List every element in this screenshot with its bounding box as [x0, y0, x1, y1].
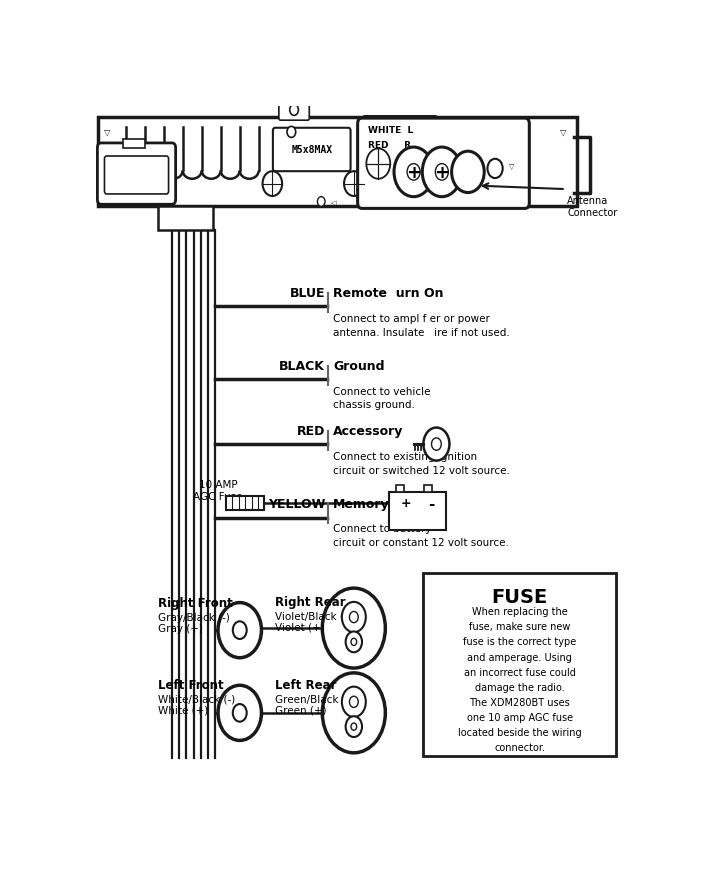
- Text: Violet/Black (-): Violet/Black (-): [275, 611, 352, 620]
- Text: and amperage. Using: and amperage. Using: [468, 652, 572, 662]
- Circle shape: [342, 687, 366, 717]
- Text: one 10 amp AGC fuse: one 10 amp AGC fuse: [467, 713, 573, 722]
- FancyBboxPatch shape: [273, 129, 350, 172]
- Text: Right Rear: Right Rear: [275, 595, 346, 609]
- Circle shape: [351, 638, 357, 645]
- Text: +: +: [435, 164, 449, 181]
- Text: an incorrect fuse could: an incorrect fuse could: [464, 667, 576, 677]
- Circle shape: [346, 716, 362, 738]
- Text: located beside the wiring: located beside the wiring: [458, 728, 582, 738]
- Circle shape: [318, 198, 325, 207]
- FancyBboxPatch shape: [104, 156, 168, 195]
- Text: FUSE: FUSE: [491, 587, 548, 606]
- FancyBboxPatch shape: [97, 144, 176, 205]
- Text: RED: RED: [297, 425, 325, 438]
- Text: BLUE: BLUE: [290, 287, 325, 300]
- Circle shape: [218, 686, 261, 740]
- Text: ▽: ▽: [104, 127, 111, 136]
- Bar: [395, 485, 404, 493]
- Circle shape: [344, 172, 364, 197]
- Circle shape: [435, 164, 449, 181]
- Bar: [123, 140, 144, 148]
- Circle shape: [487, 160, 503, 179]
- Bar: [98, 118, 576, 207]
- Text: The XDM280BT uses: The XDM280BT uses: [470, 697, 570, 707]
- Circle shape: [394, 148, 433, 198]
- Text: +: +: [400, 497, 411, 510]
- Circle shape: [346, 632, 362, 653]
- Circle shape: [349, 696, 358, 708]
- Circle shape: [342, 603, 366, 633]
- Text: Right Front: Right Front: [158, 597, 233, 610]
- Text: Ground: Ground: [333, 359, 385, 372]
- Text: RED     R: RED R: [369, 141, 411, 150]
- Text: fuse is the correct type: fuse is the correct type: [463, 637, 576, 646]
- Text: ▽: ▽: [560, 127, 567, 136]
- Text: circuit or switched 12 volt source.: circuit or switched 12 volt source.: [333, 465, 510, 476]
- Circle shape: [423, 428, 449, 461]
- Text: ◁: ◁: [331, 200, 336, 206]
- Text: YELLOW: YELLOW: [268, 497, 325, 510]
- Circle shape: [407, 164, 420, 181]
- Circle shape: [218, 603, 261, 658]
- Text: White (+): White (+): [158, 704, 208, 714]
- Circle shape: [263, 172, 282, 197]
- Circle shape: [422, 148, 461, 198]
- Circle shape: [351, 723, 357, 730]
- Circle shape: [290, 105, 299, 116]
- Text: connector.: connector.: [494, 743, 545, 753]
- Text: Connect to battery: Connect to battery: [333, 524, 432, 534]
- Text: Green (+): Green (+): [275, 704, 327, 714]
- Text: White/Black (-): White/Black (-): [158, 694, 236, 704]
- Text: Left Rear: Left Rear: [275, 678, 336, 691]
- Text: -: -: [428, 497, 435, 512]
- Circle shape: [322, 673, 386, 753]
- Text: Violet (+): Violet (+): [275, 622, 325, 632]
- Text: ▽: ▽: [509, 164, 514, 170]
- Text: Remote  urn On: Remote urn On: [333, 287, 444, 300]
- Circle shape: [432, 438, 442, 451]
- FancyBboxPatch shape: [363, 117, 437, 154]
- FancyBboxPatch shape: [279, 105, 309, 121]
- Text: Accessory: Accessory: [333, 425, 404, 438]
- Text: Left Front: Left Front: [158, 678, 224, 691]
- Text: damage the radio.: damage the radio.: [475, 682, 565, 692]
- Circle shape: [322, 588, 386, 669]
- Text: Connect to vehicle: Connect to vehicle: [333, 386, 430, 396]
- Text: +: +: [406, 164, 421, 181]
- Text: When replacing the: When replacing the: [472, 606, 568, 616]
- Circle shape: [367, 149, 390, 180]
- Text: 10 AMP
AGC Fuse: 10 AMP AGC Fuse: [193, 480, 243, 502]
- Circle shape: [233, 704, 247, 721]
- Text: M5x8MAX: M5x8MAX: [291, 146, 332, 156]
- Circle shape: [233, 621, 247, 639]
- Bar: [389, 493, 447, 531]
- Text: Connect to ampl f er or power: Connect to ampl f er or power: [333, 314, 490, 324]
- Text: antenna. Insulate   ire if not used.: antenna. Insulate ire if not used.: [333, 327, 510, 338]
- Text: Gray (+): Gray (+): [158, 623, 203, 633]
- Circle shape: [287, 127, 296, 139]
- FancyBboxPatch shape: [358, 119, 529, 209]
- Text: Antenna
Connector: Antenna Connector: [567, 196, 618, 217]
- Text: fuse, make sure new: fuse, make sure new: [469, 621, 571, 631]
- Text: chassis ground.: chassis ground.: [333, 400, 415, 409]
- Text: Connect to existing ignition: Connect to existing ignition: [333, 451, 477, 461]
- Circle shape: [451, 152, 484, 193]
- Text: Green/Black (-): Green/Black (-): [275, 694, 353, 704]
- Bar: [158, 207, 212, 232]
- Bar: [425, 485, 432, 493]
- Text: WHITE  L: WHITE L: [369, 126, 414, 135]
- Text: BLACK: BLACK: [279, 359, 325, 372]
- Text: circuit or constant 12 volt source.: circuit or constant 12 volt source.: [333, 537, 509, 547]
- Circle shape: [349, 611, 358, 623]
- Text: Gray/Black (-): Gray/Black (-): [158, 612, 230, 622]
- Bar: [226, 496, 264, 510]
- Bar: [423, 573, 616, 755]
- Text: Memory: Memory: [333, 497, 390, 510]
